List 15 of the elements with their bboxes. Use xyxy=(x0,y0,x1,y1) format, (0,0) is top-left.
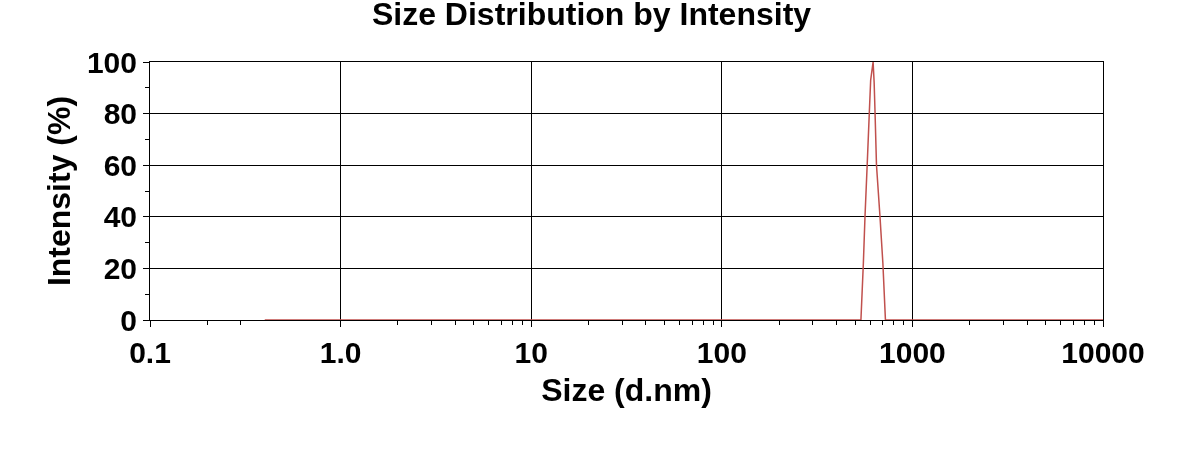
x-tick-label: 10000 xyxy=(1061,336,1145,369)
x-tick-label: 0.1 xyxy=(129,336,171,369)
x-tick-label: 10 xyxy=(514,336,548,369)
x-tick-label: 100 xyxy=(696,336,747,369)
y-tick-label: 60 xyxy=(103,148,137,182)
x-tick-label: 1000 xyxy=(879,336,946,369)
y-tick-label: 100 xyxy=(86,45,137,79)
y-tick-label: 20 xyxy=(103,251,137,285)
x-axis-title: Size (d.nm) xyxy=(541,371,712,408)
y-tick-label: 0 xyxy=(120,303,137,337)
y-tick-label: 40 xyxy=(103,200,137,234)
y-axis-title: Intensity (%) xyxy=(41,95,78,287)
x-tick-label: 1.0 xyxy=(319,336,362,369)
y-tick-label: 80 xyxy=(103,97,137,131)
chart-title: Size Distribution by Intensity xyxy=(371,0,812,32)
